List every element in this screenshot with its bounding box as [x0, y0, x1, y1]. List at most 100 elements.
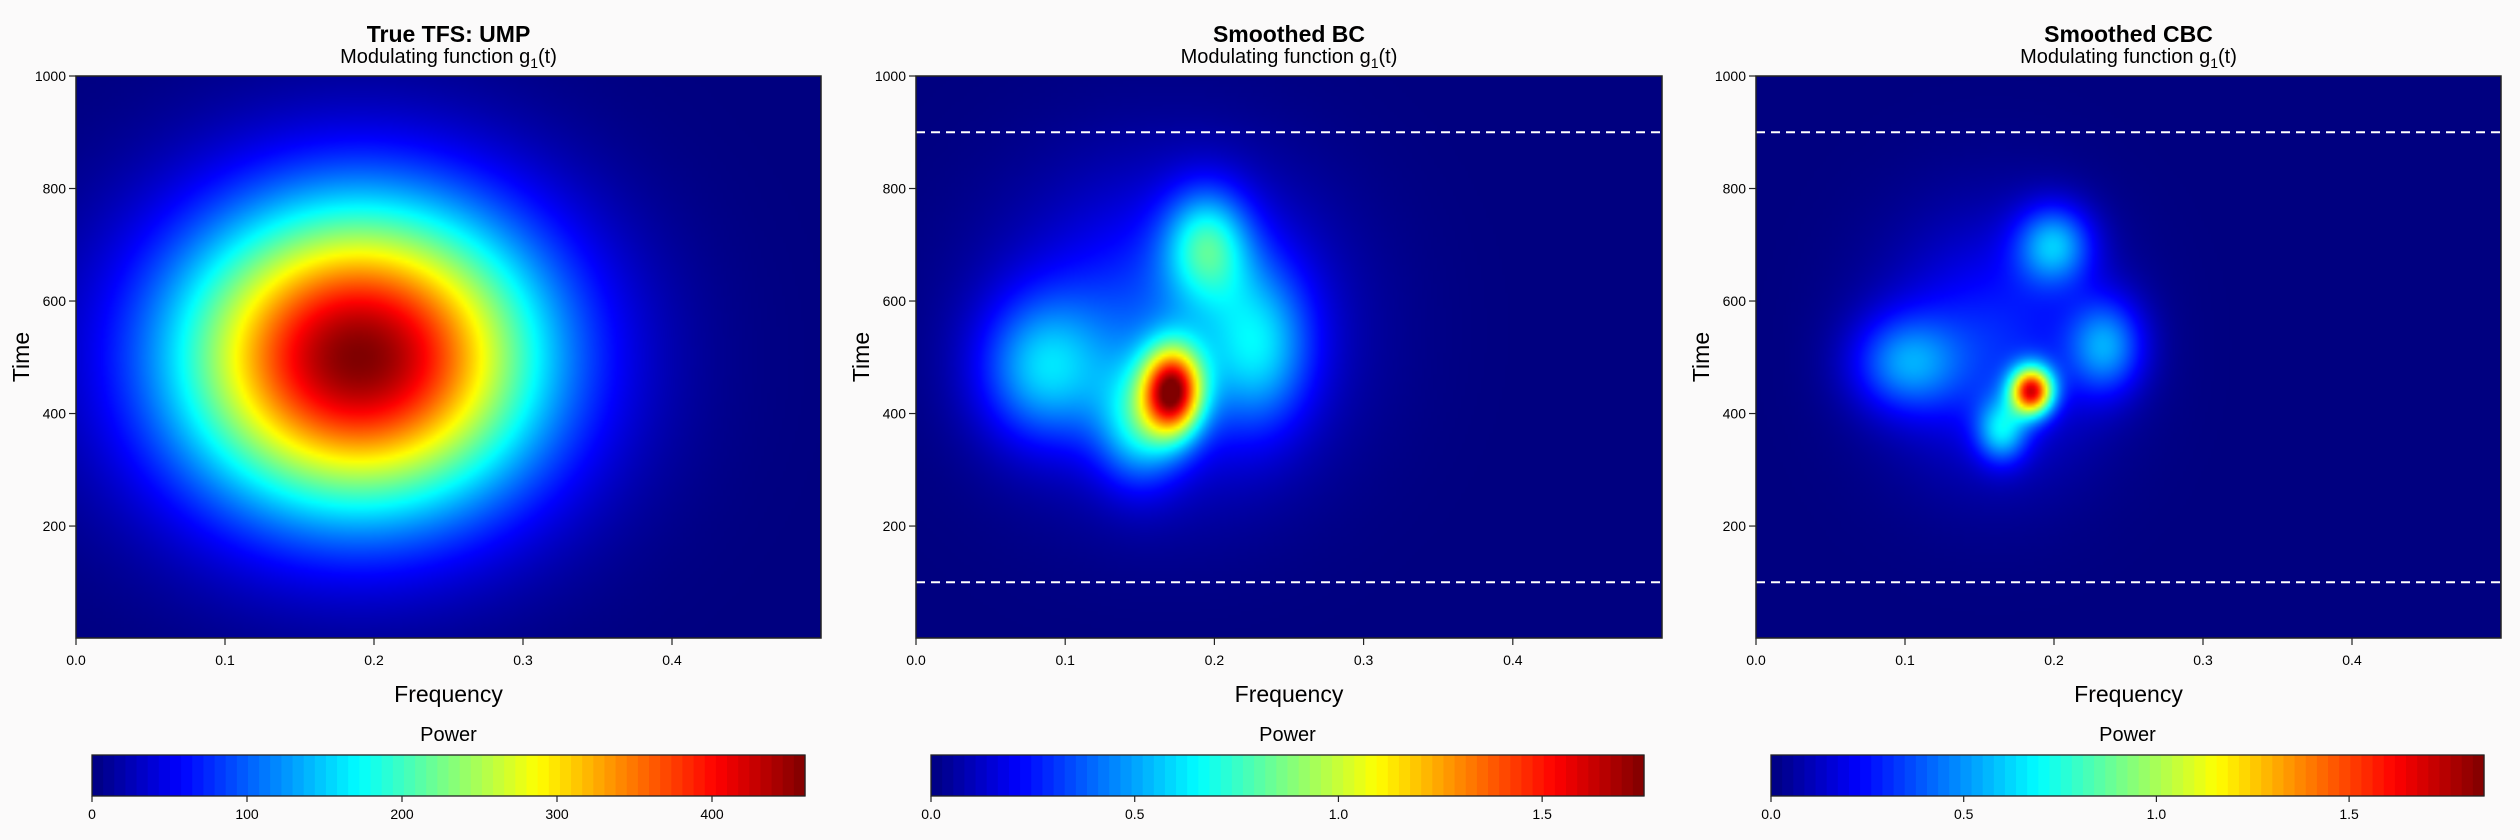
- colorbar-band: [2016, 755, 2028, 796]
- colorbar-band: [2406, 755, 2418, 796]
- colorbar-band: [2194, 755, 2207, 796]
- colorbar-tick-label: 1.0: [2147, 806, 2167, 822]
- y-tick-label: 400: [883, 406, 907, 422]
- colorbar-band: [114, 755, 127, 796]
- colorbar-band: [1075, 755, 1088, 796]
- colorbar-band: [303, 755, 316, 796]
- y-tick-label: 600: [1723, 293, 1747, 309]
- colorbar-band: [2227, 755, 2240, 796]
- colorbar-tick-label: 1.0: [1329, 806, 1349, 822]
- colorbar-tick-label: 300: [545, 806, 569, 822]
- colorbar-band: [1031, 755, 1044, 796]
- y-tick-label: 200: [43, 518, 67, 534]
- colorbar-band: [1926, 755, 1939, 796]
- colorbar-band: [325, 755, 338, 796]
- colorbar-band: [2160, 755, 2173, 796]
- colorbar-band: [615, 755, 628, 796]
- colorbar-band: [1020, 755, 1032, 796]
- colorbar-band: [1771, 755, 1783, 796]
- colorbar-band: [749, 755, 762, 796]
- colorbar-band: [1320, 755, 1333, 796]
- colorbar-band: [593, 755, 606, 796]
- colorbar-band: [2049, 755, 2062, 796]
- colorbar-band: [1064, 755, 1077, 796]
- colorbar-band: [1476, 755, 1489, 796]
- plot-frame: [915, 75, 1663, 639]
- plot-frame: [75, 75, 822, 639]
- colorbar-tick-label: 1.5: [2339, 806, 2359, 822]
- colorbar-band: [964, 755, 977, 796]
- colorbar-band: [2250, 755, 2262, 796]
- y-tick-label: 1000: [875, 68, 906, 84]
- colorbar-band: [281, 755, 294, 796]
- colorbar-band: [1804, 755, 1817, 796]
- colorbar-band: [1554, 755, 1567, 796]
- colorbar-band: [771, 755, 784, 796]
- colorbar-band: [1793, 755, 1806, 796]
- colorbar-band: [738, 755, 750, 796]
- colorbar-band: [1298, 755, 1311, 796]
- colorbar-frame: [930, 754, 1645, 797]
- colorbar-band: [1949, 755, 1961, 796]
- colorbar-band: [1187, 755, 1199, 796]
- colorbar-band: [359, 755, 372, 796]
- colorbar-band: [2027, 755, 2039, 796]
- colorbar-band: [760, 755, 773, 796]
- colorbar-band: [147, 755, 160, 796]
- colorbar-band: [2261, 755, 2273, 796]
- colorbar-band: [470, 755, 483, 796]
- colorbar-band: [247, 755, 260, 796]
- colorbar-band: [1042, 755, 1055, 796]
- x-tick-label: 0.3: [2193, 652, 2213, 668]
- colorbar-band: [2316, 755, 2329, 796]
- x-tick-label: 0.0: [66, 652, 86, 668]
- colorbar-band: [214, 755, 227, 796]
- colorbar-band: [493, 755, 505, 796]
- colorbar-band: [537, 755, 550, 796]
- colorbar-band: [158, 755, 171, 796]
- colorbar-band: [2216, 755, 2229, 796]
- colorbar-band: [1332, 755, 1344, 796]
- colorbar-band: [203, 755, 216, 796]
- colorbar-band: [1109, 755, 1121, 796]
- subtitle-main: Modulating function g: [2020, 46, 2210, 68]
- colorbar-band: [1826, 755, 1839, 796]
- colorbar-band: [1848, 755, 1861, 796]
- colorbar-band: [682, 755, 695, 796]
- subtitle-tail: (t): [538, 46, 557, 68]
- colorbar-band: [1008, 755, 1021, 796]
- colorbar-band: [1354, 755, 1367, 796]
- colorbar-band: [136, 755, 149, 796]
- colorbar-band: [459, 755, 472, 796]
- subtitle-tail: (t): [2218, 46, 2237, 68]
- colorbar-band: [671, 755, 684, 796]
- colorbar-band: [782, 755, 795, 796]
- colorbar-band: [103, 755, 115, 796]
- colorbar-band: [2149, 755, 2162, 796]
- colorbar-band: [1599, 755, 1612, 796]
- colorbar-band: [1532, 755, 1545, 796]
- colorbar-band: [2172, 755, 2184, 796]
- colorbar-band: [1915, 755, 1928, 796]
- colorbar-band: [1365, 755, 1378, 796]
- colorbar-band: [649, 755, 661, 796]
- colorbar-band: [1276, 755, 1289, 796]
- colorbar-band: [270, 755, 282, 796]
- heatmap-image: [1756, 76, 2501, 638]
- colorbar-band: [515, 755, 528, 796]
- colorbar-band: [2350, 755, 2363, 796]
- colorbar-band: [2004, 755, 2017, 796]
- colorbar-band: [1510, 755, 1523, 796]
- y-axis-label: Time: [1688, 332, 1714, 382]
- colorbar-band: [1860, 755, 1872, 796]
- y-axis-label: Time: [8, 332, 34, 382]
- colorbar-band: [986, 755, 999, 796]
- colorbar-band: [704, 755, 717, 796]
- colorbar-band: [1265, 755, 1277, 796]
- colorbar-band: [931, 755, 943, 796]
- colorbar-band: [1153, 755, 1166, 796]
- colorbar-band: [1343, 755, 1355, 796]
- colorbar-band: [953, 755, 966, 796]
- subtitle-tail: (t): [1379, 46, 1398, 68]
